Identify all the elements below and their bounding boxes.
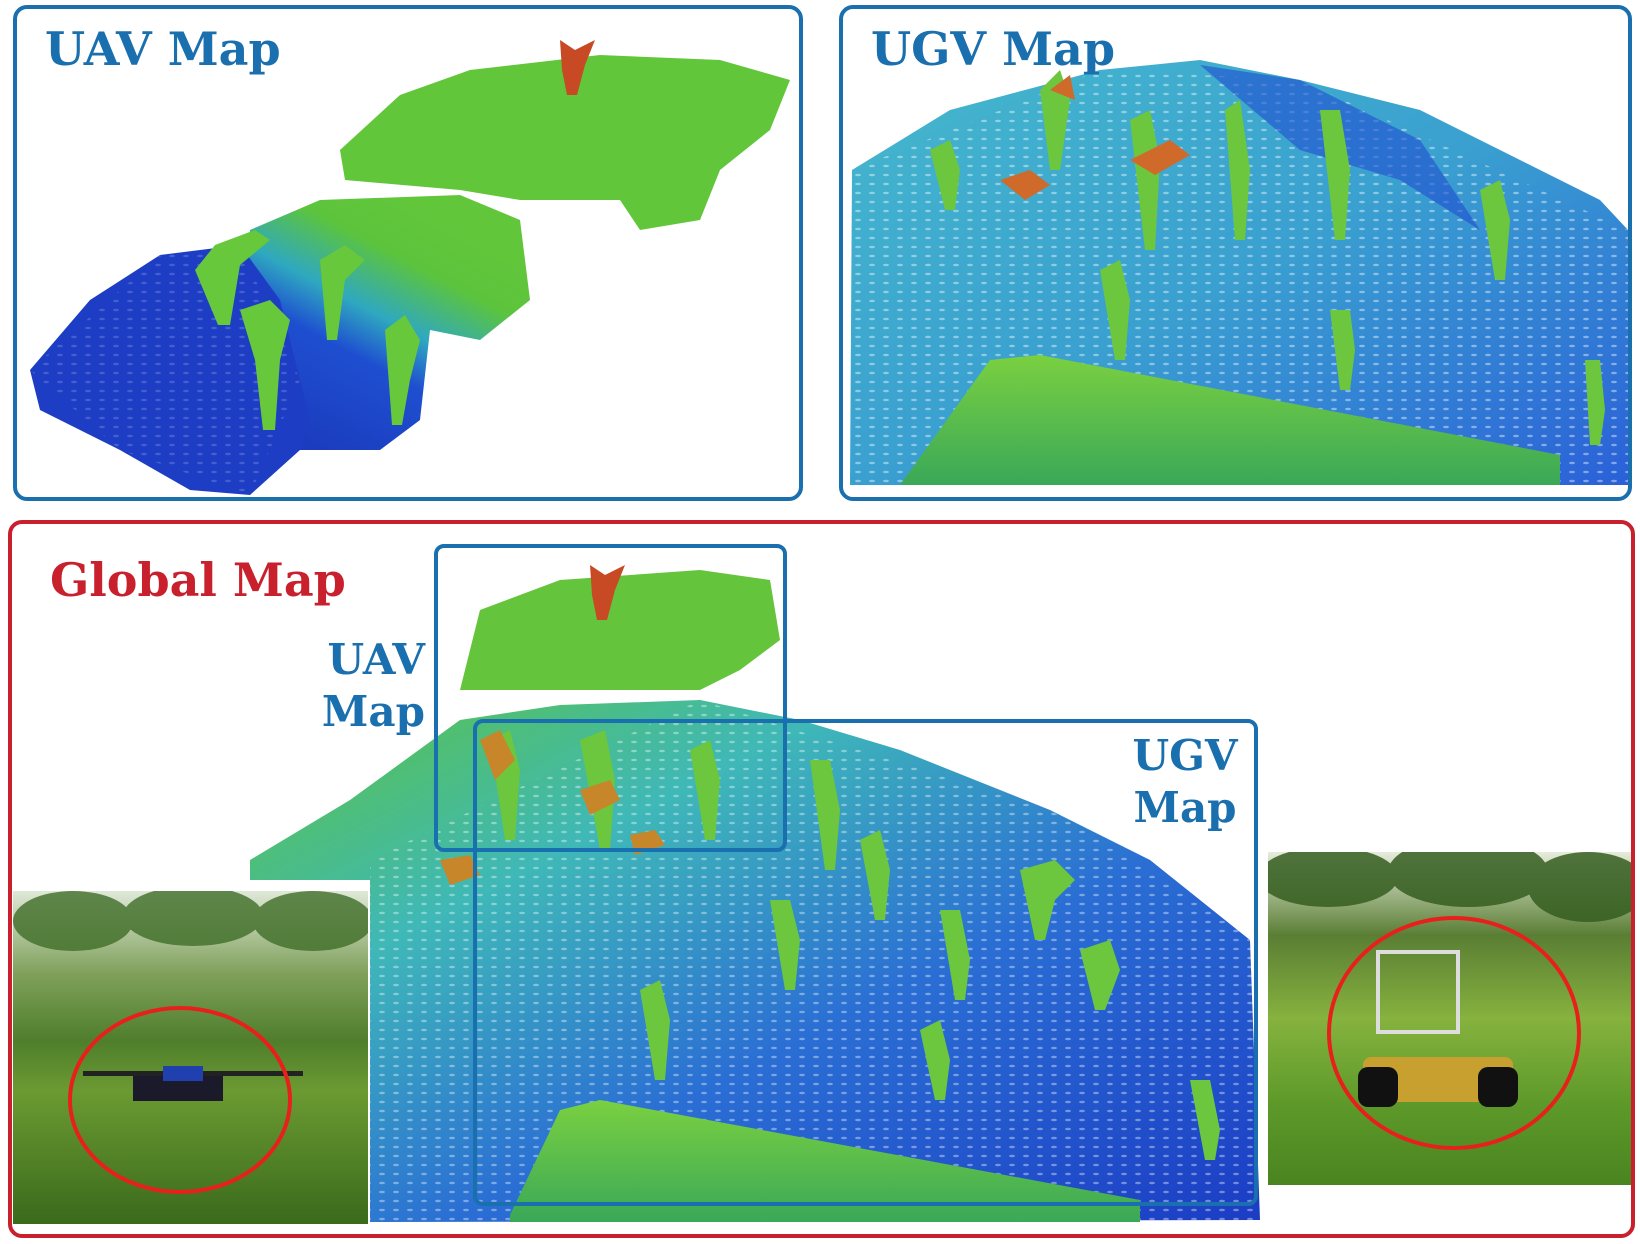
ugv-map-title: UGV Map [871, 22, 1115, 76]
tree-canopy [1268, 852, 1632, 922]
ugv-region-label-line2: Map [1133, 783, 1237, 833]
ugv-robot [1358, 950, 1518, 1107]
tree-canopy [13, 891, 368, 951]
ugv-highlight-circle [1327, 916, 1581, 1150]
uav-region-label-line1: UAV [327, 635, 425, 684]
uav-region-label-line2: Map [321, 687, 425, 737]
uav-region-box [434, 544, 787, 852]
uav-map-title: UAV Map [45, 22, 281, 76]
global-map-point-cloud [250, 565, 1260, 1222]
uav-region-label: UAV Map [320, 635, 425, 737]
ugv-region-box [473, 719, 1258, 1206]
ugv-region-label: UGV Map [1120, 731, 1250, 833]
uav-map-panel: UAV Map [13, 5, 803, 501]
uav-highlight-circle [68, 1006, 292, 1194]
ugv-region-label-line1: UGV [1132, 731, 1238, 780]
global-map-title: Global Map [50, 553, 346, 607]
ugv-map-point-cloud [850, 60, 1628, 485]
ugv-map-panel: UGV Map [839, 5, 1632, 501]
ugv-photo [1268, 852, 1632, 1185]
global-map-panel: Global Map [8, 520, 1635, 1238]
uav-photo [13, 891, 368, 1224]
uav-map-point-cloud [30, 40, 790, 495]
uav-drone [83, 1066, 303, 1101]
